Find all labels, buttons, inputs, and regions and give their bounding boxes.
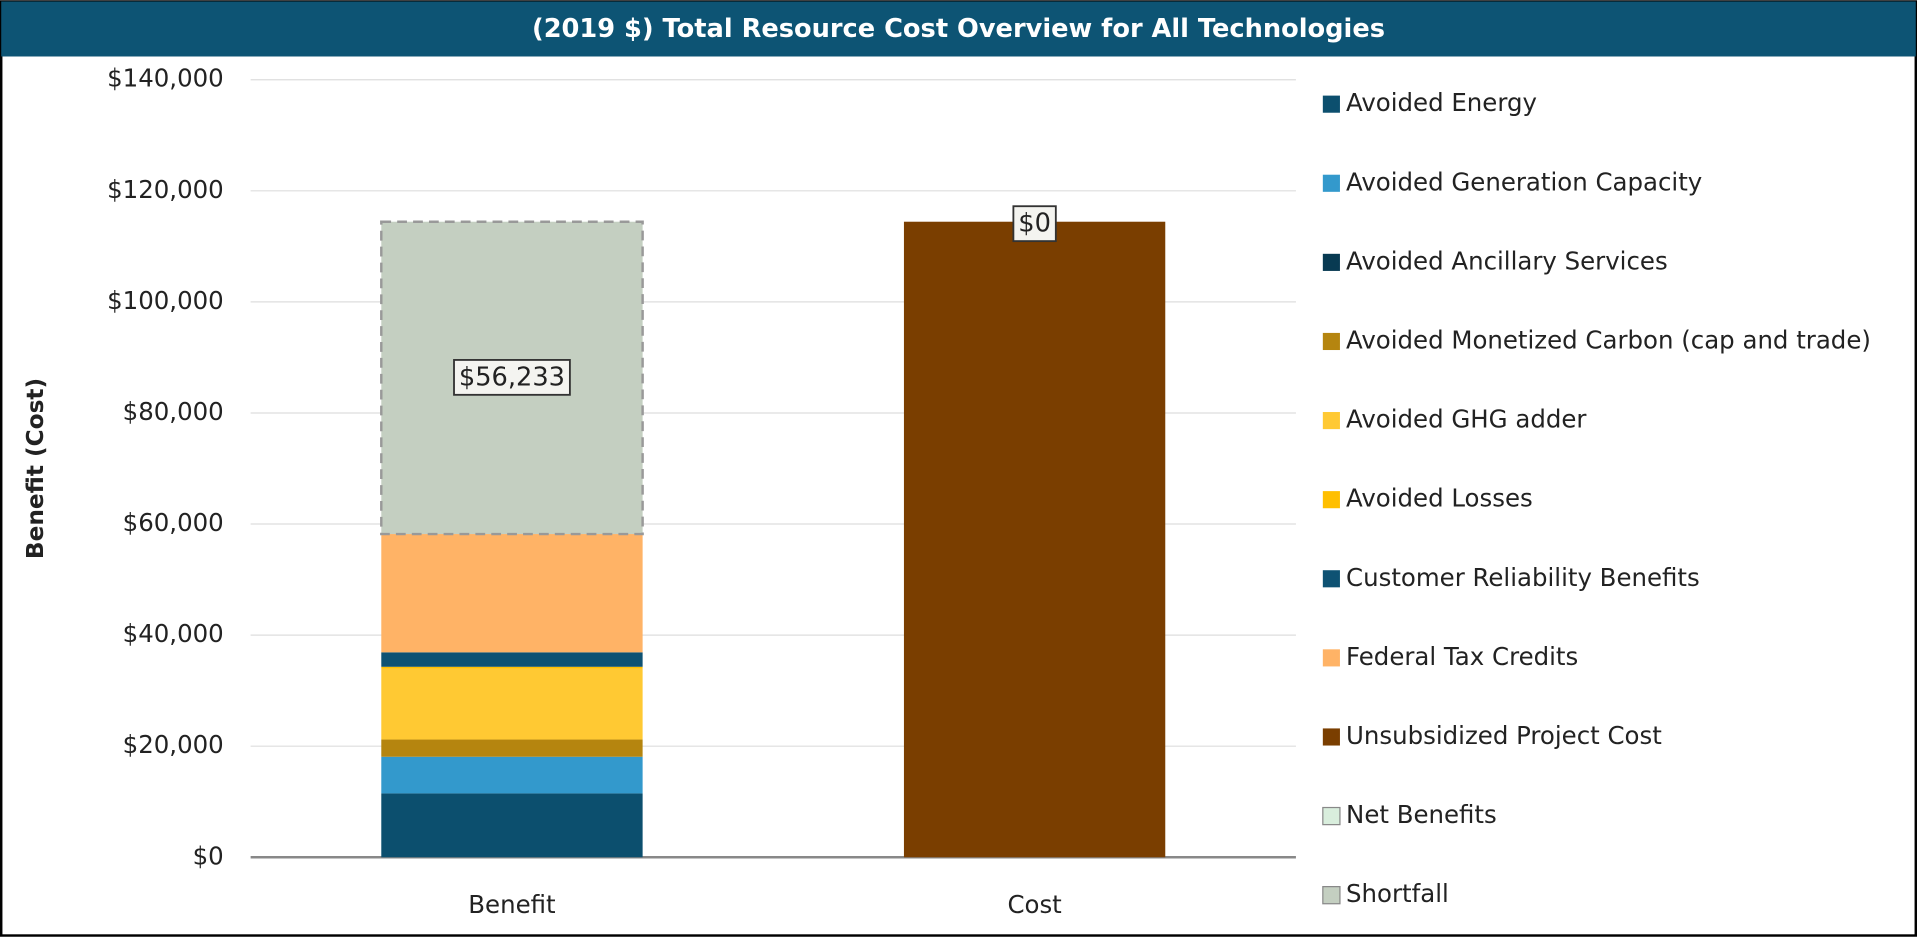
y-tick-label: $140,000 [107, 64, 224, 93]
x-tick-label: Benefit [468, 890, 555, 919]
y-tick-label: $80,000 [123, 397, 224, 426]
bar-segment [381, 652, 643, 667]
data-label: $0 [1018, 209, 1051, 239]
legend-label: Shortfall [1346, 879, 1449, 908]
title-bar [1, 1, 1916, 57]
legend-swatch [1322, 570, 1340, 588]
legend-label: Avoided Energy [1346, 88, 1537, 117]
legend-label: Federal Tax Credits [1346, 642, 1578, 671]
bar-segment [381, 739, 643, 757]
legend-label: Avoided Monetized Carbon (cap and trade) [1346, 325, 1871, 354]
y-tick-label: $60,000 [123, 508, 224, 537]
bar-segment [381, 756, 643, 794]
y-tick-label: $0 [193, 841, 224, 870]
legend-swatch [1322, 253, 1340, 271]
legend-swatch [1322, 95, 1340, 113]
y-tick-label: $20,000 [123, 730, 224, 759]
legend-swatch [1322, 491, 1340, 509]
data-label-box [453, 359, 571, 396]
legend-swatch [1322, 806, 1341, 826]
legend-label: Net Benefits [1346, 800, 1497, 829]
y-tick-label: $100,000 [107, 286, 224, 315]
legend-label: Unsubsidized Project Cost [1346, 721, 1662, 750]
y-tick-label: $40,000 [123, 619, 224, 648]
bar-segment [381, 666, 643, 669]
legend-label: Avoided Generation Capacity [1346, 167, 1702, 196]
legend-swatch [1322, 412, 1340, 430]
legend-swatch [1322, 332, 1340, 351]
legend-label: Avoided Losses [1346, 484, 1533, 513]
legend-swatch [1322, 174, 1340, 192]
bar-segment [381, 793, 643, 858]
bar-segment [381, 668, 643, 740]
data-label: $56,233 [459, 362, 565, 392]
bar-segment [381, 534, 643, 653]
legend-label: Avoided Ancillary Services [1346, 246, 1668, 275]
legend-swatch [1322, 886, 1341, 905]
legend-label: Customer Reliability Benefits [1346, 563, 1700, 592]
legend-label: Avoided GHG adder [1346, 405, 1587, 434]
y-tick-label: $120,000 [107, 175, 224, 204]
legend-swatch [1322, 649, 1340, 667]
bar-segment [903, 221, 1166, 858]
chart-title: (2019 $) Total Resource Cost Overview fo… [532, 14, 1385, 44]
data-label-box [1012, 205, 1057, 243]
x-tick-label: Cost [1007, 890, 1061, 919]
legend-swatch [1322, 728, 1340, 746]
y-axis-label: Benefit (Cost) [22, 378, 49, 559]
